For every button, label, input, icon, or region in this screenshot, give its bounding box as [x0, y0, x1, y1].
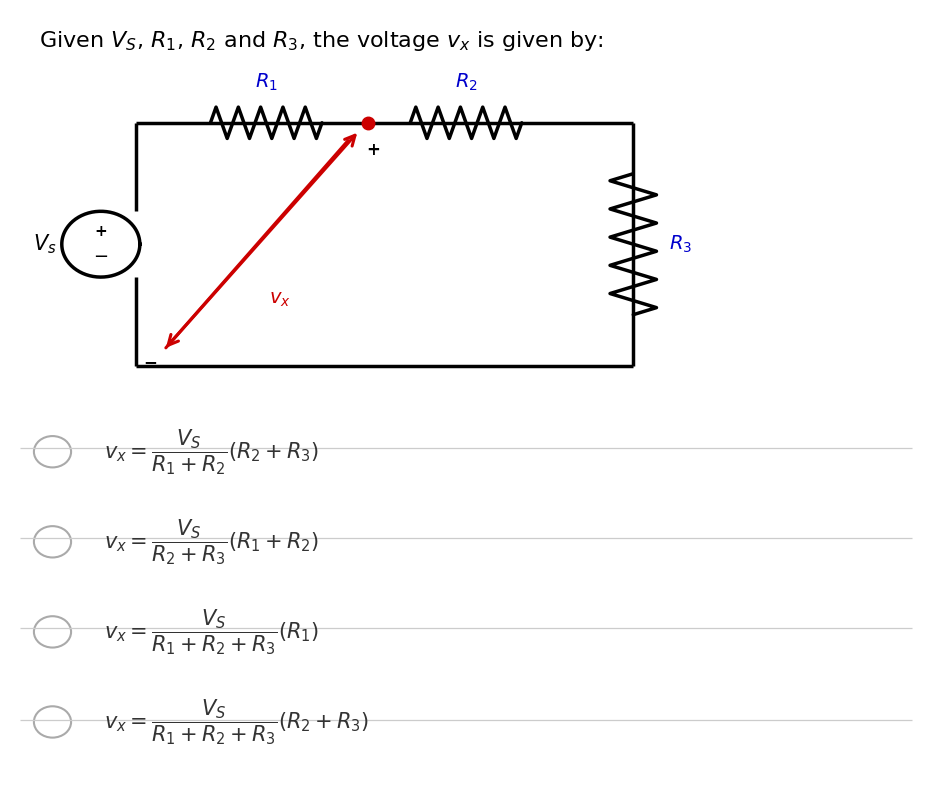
Text: $v_x = \dfrac{V_S}{R_1+R_2+R_3}(R_2 + R_3)$: $v_x = \dfrac{V_S}{R_1+R_2+R_3}(R_2 + R_…: [103, 697, 369, 747]
Text: $v_x = \dfrac{V_S}{R_2+R_3}(R_1 + R_2)$: $v_x = \dfrac{V_S}{R_2+R_3}(R_1 + R_2)$: [103, 517, 319, 567]
Text: +: +: [366, 141, 380, 160]
Text: $V_s$: $V_s$: [34, 233, 57, 256]
Text: −: −: [144, 353, 157, 371]
Text: $R_3$: $R_3$: [668, 233, 692, 255]
Text: $R_1$: $R_1$: [254, 72, 278, 93]
Text: −: −: [93, 248, 108, 266]
Text: $R_2$: $R_2$: [455, 72, 477, 93]
Text: $v_x = \dfrac{V_S}{R_1+R_2+R_3}(R_1)$: $v_x = \dfrac{V_S}{R_1+R_2+R_3}(R_1)$: [103, 607, 319, 657]
Text: $v_x$: $v_x$: [269, 289, 291, 309]
Text: +: +: [94, 224, 107, 239]
Text: $v_x = \dfrac{V_S}{R_1+R_2}(R_2 + R_3)$: $v_x = \dfrac{V_S}{R_1+R_2}(R_2 + R_3)$: [103, 427, 319, 476]
Text: Given $V_S$, $R_1$, $R_2$ and $R_3$, the voltage $v_x$ is given by:: Given $V_S$, $R_1$, $R_2$ and $R_3$, the…: [38, 29, 603, 53]
